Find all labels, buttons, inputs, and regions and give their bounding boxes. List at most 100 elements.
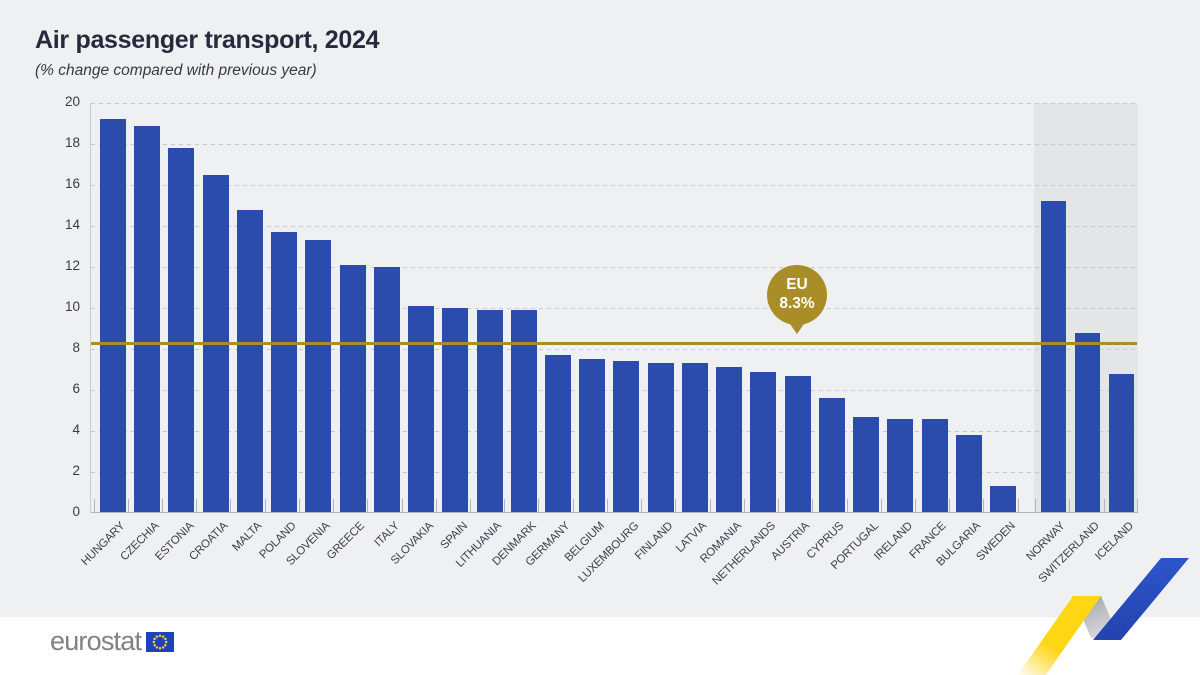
bar-luxembourg <box>613 361 640 513</box>
plot-area: EU 8.3% <box>90 103 1138 513</box>
x-label-malta: MALTA <box>230 520 265 554</box>
bar-finland <box>647 363 674 513</box>
y-tick-label-12: 12 <box>64 258 80 273</box>
bar-france <box>921 418 948 513</box>
bar-germany <box>544 355 571 513</box>
y-tick-label-20: 20 <box>64 94 80 109</box>
category-tick <box>983 499 985 513</box>
category-tick <box>196 499 198 513</box>
bar-cyprus <box>818 398 845 513</box>
bar-norway <box>1041 201 1066 513</box>
y-tick-label-10: 10 <box>64 299 80 314</box>
bar-slovenia <box>305 240 332 513</box>
category-tick <box>675 499 677 513</box>
bar-portugal <box>853 416 880 513</box>
y-tick-label-16: 16 <box>64 176 80 191</box>
x-label-luxembourg: LUXEMBOURG <box>576 520 641 585</box>
chart-canvas: Air passenger transport, 2024 (% change … <box>0 0 1200 617</box>
category-tick <box>367 499 369 513</box>
category-tick <box>1103 499 1105 513</box>
bar-czechia <box>134 125 161 513</box>
chart-subtitle: (% change compared with previous year) <box>35 62 317 79</box>
category-tick <box>298 499 300 513</box>
eu-average-badge-circle: EU 8.3% <box>767 264 827 325</box>
category-tick <box>504 499 506 513</box>
y-tick-label-0: 0 <box>72 504 80 519</box>
eu-badge-label: EU <box>786 276 808 294</box>
category-tick <box>846 499 848 513</box>
gridline-14 <box>91 226 1137 227</box>
category-tick <box>606 499 608 513</box>
category-tick <box>709 499 711 513</box>
bar-belgium <box>579 359 606 513</box>
bar-romania <box>716 367 743 513</box>
category-tick <box>161 499 163 513</box>
bar-spain <box>442 308 469 513</box>
category-tick <box>1017 499 1019 513</box>
gridline-8 <box>91 349 1137 350</box>
eu-flag-icon <box>146 631 175 652</box>
x-label-hungary: HUNGARY <box>79 520 128 569</box>
x-axis-line <box>91 512 1137 513</box>
category-tick <box>127 499 129 513</box>
category-tick <box>333 499 335 513</box>
category-tick <box>1069 499 1071 513</box>
category-tick <box>435 499 437 513</box>
category-tick <box>1035 499 1036 513</box>
gridline-18 <box>91 144 1137 145</box>
bar-greece <box>339 264 366 513</box>
bar-switzerland <box>1075 332 1100 513</box>
category-tick <box>778 499 780 513</box>
bar-slovakia <box>408 305 435 513</box>
bar-iceland <box>1109 373 1134 513</box>
bar-bulgaria <box>955 435 982 513</box>
category-tick <box>264 499 266 513</box>
y-tick-label-8: 8 <box>72 340 80 355</box>
x-label-greece: GREECE <box>325 520 368 562</box>
y-tick-label-14: 14 <box>64 217 80 232</box>
y-tick-label-6: 6 <box>72 381 80 396</box>
bar-netherlands <box>750 371 777 513</box>
category-tick <box>230 499 232 513</box>
x-label-italy: ITALY <box>372 520 402 550</box>
category-tick <box>538 499 540 513</box>
category-tick <box>401 499 403 513</box>
y-tick-label-18: 18 <box>64 135 80 150</box>
bar-sweden <box>989 486 1016 513</box>
eu-average-line <box>91 341 1137 345</box>
x-axis-labels: HUNGARY CZECHIA ESTONIA CROATIA MALTA POLAND S… <box>79 516 1137 616</box>
gridline-12 <box>91 267 1137 268</box>
eu-badge-value: 8.3% <box>779 294 815 312</box>
bar-latvia <box>681 363 708 513</box>
x-label-spain: SPAIN <box>438 520 470 552</box>
bar-austria <box>784 375 811 513</box>
bar-malta <box>236 209 263 513</box>
bar-estonia <box>168 148 195 513</box>
bar-poland <box>271 232 298 513</box>
footer-strip: eurostat <box>0 617 1200 675</box>
eurostat-logo-text: eurostat <box>50 626 142 656</box>
category-tick <box>915 499 917 513</box>
bar-ireland <box>887 418 914 513</box>
bar-denmark <box>510 310 537 513</box>
category-tick <box>572 499 574 513</box>
chart-title: Air passenger transport, 2024 <box>35 26 380 54</box>
eu-badge-pointer <box>788 320 806 334</box>
category-tick <box>743 499 745 513</box>
y-tick-label-2: 2 <box>72 463 80 478</box>
x-label-netherlands: NETHERLANDS <box>710 520 778 588</box>
category-tick <box>470 499 472 513</box>
category-tick <box>93 499 95 513</box>
category-tick <box>1137 499 1138 513</box>
gridline-16 <box>91 185 1137 186</box>
gridline-10 <box>91 308 1137 309</box>
category-tick <box>812 499 814 513</box>
bar-italy <box>373 267 400 513</box>
category-tick <box>949 499 951 513</box>
eu-average-badge: EU 8.3% <box>767 264 827 334</box>
category-tick <box>880 499 882 513</box>
bar-lithuania <box>476 310 503 513</box>
gridline-20 <box>91 103 1137 104</box>
category-tick <box>641 499 643 513</box>
